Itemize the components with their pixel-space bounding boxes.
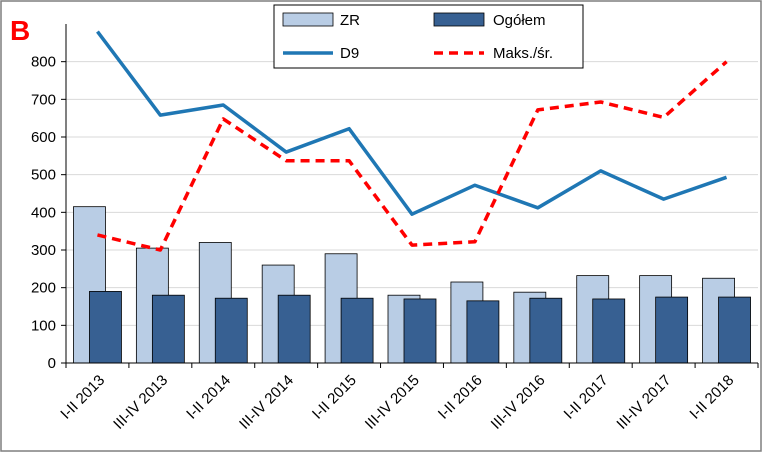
bar-ogolem — [89, 291, 122, 364]
bar-ogolem — [214, 297, 248, 364]
y-tick-label: 400 — [31, 204, 56, 221]
legend-label-ogolem: Ogółem — [493, 12, 546, 29]
y-tick-label: 200 — [31, 280, 56, 297]
y-tick-label: 500 — [31, 167, 56, 184]
legend-swatch-ogolem — [433, 12, 485, 27]
bar-ogolem — [277, 294, 311, 364]
line-maks — [97, 60, 728, 252]
bar-ogolem — [151, 294, 185, 364]
bar-ogolem — [592, 298, 626, 364]
line-d9 — [96, 30, 728, 216]
line-layer — [96, 30, 728, 252]
legend: ZR Ogółem D9 Maks./śr. — [273, 4, 584, 69]
bar-ogolem — [466, 300, 500, 364]
y-tick-label: 0 — [48, 355, 56, 372]
y-tick-label: 300 — [31, 242, 56, 259]
legend-label-zr: ZR — [340, 12, 360, 29]
bar-ogolem — [340, 297, 374, 364]
y-tick-label: 600 — [31, 129, 56, 146]
legend-label-d9: D9 — [340, 45, 359, 62]
legend-swatch-zr — [282, 12, 334, 27]
y-tick-label: 700 — [31, 91, 56, 108]
bar-layer — [73, 206, 751, 364]
y-tick-label: 800 — [31, 54, 56, 71]
legend-label-maks: Maks./śr. — [493, 45, 553, 62]
bar-ogolem — [655, 296, 689, 364]
bar-ogolem — [718, 296, 751, 364]
bar-ogolem — [529, 297, 563, 364]
bar-ogolem — [403, 298, 437, 364]
panel-label: B — [10, 15, 30, 46]
y-tick-label: 100 — [31, 317, 56, 334]
